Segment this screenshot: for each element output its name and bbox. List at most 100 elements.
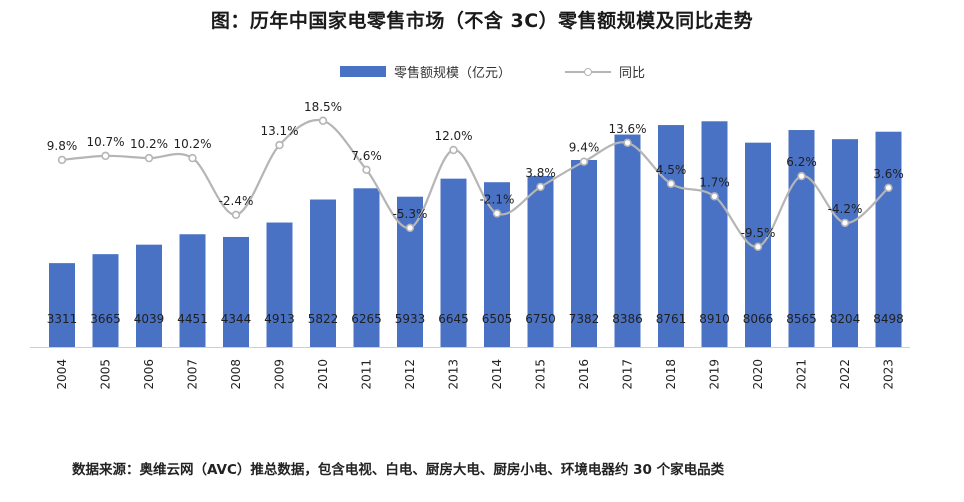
legend-swatch-line [565, 66, 611, 77]
bar-value-label: 8498 [873, 312, 904, 326]
bar [92, 254, 119, 347]
bar-value-label: 8565 [786, 312, 817, 326]
bar [788, 130, 815, 347]
chart-title: 图：历年中国家电零售市场（不含 3C）零售额规模及同比走势 [210, 10, 754, 32]
x-tick-label: 2023 [882, 359, 896, 390]
x-tick-label: 2019 [708, 359, 722, 390]
bar-value-label: 8386 [612, 312, 643, 326]
yoy-point [797, 171, 806, 181]
yoy-point [405, 223, 415, 233]
yoy-value-label: -5.3% [393, 207, 428, 221]
bar [614, 134, 641, 347]
yoy-point [318, 116, 328, 125]
bar-value-label: 5822 [308, 312, 339, 326]
yoy-value-label: 10.2% [130, 137, 168, 151]
x-tick-label: 2009 [273, 359, 287, 390]
yoy-value-label: 13.6% [608, 122, 646, 136]
yoy-point [101, 151, 110, 161]
yoy-value-label: 6.2% [786, 155, 817, 169]
yoy-value-label: 10.7% [86, 135, 124, 149]
yoy-value-label: 4.5% [656, 163, 687, 177]
bar [136, 244, 162, 347]
bar [353, 188, 380, 347]
bar [266, 222, 293, 347]
x-tick-label: 2017 [621, 359, 635, 390]
bar-value-label: 7382 [569, 312, 600, 326]
yoy-point [536, 182, 545, 192]
yoy-point [666, 179, 676, 188]
bar-value-label: 4039 [134, 312, 165, 326]
yoy-value-label: 13.1% [260, 124, 298, 138]
yoy-value-label: -4.2% [828, 202, 863, 216]
bar-value-label: 3311 [47, 312, 78, 326]
x-tick-label: 2016 [577, 359, 591, 390]
yoy-value-label: 7.6% [351, 149, 382, 163]
bar [658, 125, 684, 347]
legend-label-bar: 零售额规模（亿元） [394, 66, 512, 81]
bar-value-label: 6505 [482, 312, 513, 326]
yoy-point [710, 192, 719, 201]
data-source-note: 数据来源：奥维云网（AVC）推总数据，包含电视、白电、厨房大电、厨房小电、环境电… [72, 462, 725, 478]
x-tick-label: 2018 [664, 359, 678, 390]
x-tick-label: 2022 [838, 359, 852, 390]
bar-value-label: 6750 [525, 312, 556, 326]
yoy-value-label: 10.2% [173, 137, 211, 151]
bar-value-label: 4913 [264, 312, 295, 326]
bar-value-label: 4451 [177, 312, 208, 326]
yoy-point [144, 153, 154, 163]
yoy-value-label: -2.4% [219, 194, 254, 208]
yoy-point [492, 209, 502, 218]
bar [527, 176, 554, 347]
bar-value-label: 5933 [395, 312, 426, 326]
yoy-value-label: 1.7% [699, 175, 730, 189]
bar [875, 131, 902, 347]
legend-swatch-bar [340, 66, 386, 77]
yoy-point [753, 242, 763, 251]
bar-value-label: 8204 [830, 312, 861, 326]
x-tick-label: 2008 [229, 359, 243, 390]
yoy-value-label: 12.0% [434, 129, 472, 143]
bar [49, 263, 75, 347]
legend-item-bar: 零售额规模（亿元） [340, 62, 511, 81]
yoy-value-label: 3.8% [525, 166, 556, 180]
yoy-value-label: 9.8% [47, 139, 78, 153]
bar-value-label: 8910 [699, 312, 730, 326]
yoy-value-label: 18.5% [304, 100, 342, 114]
x-tick-label: 2007 [186, 359, 200, 390]
x-tick-label: 2021 [795, 359, 809, 390]
bar [832, 139, 858, 347]
chart-plot-area: 3311 3665 4039 4451 4344 4913 5822 6265 5933 6645… [30, 100, 910, 390]
bar [223, 236, 249, 347]
yoy-point [449, 145, 458, 155]
yoy-point [231, 210, 241, 220]
bar [701, 121, 728, 347]
yoy-value-label: -2.1% [480, 192, 515, 206]
yoy-point [275, 140, 284, 150]
bar-value-label: 3665 [90, 312, 121, 326]
bar-series [49, 121, 902, 347]
x-tick-label: 2012 [403, 359, 417, 390]
bar [571, 159, 597, 347]
legend-label-line: 同比 [619, 66, 646, 81]
bar-value-label: 6265 [351, 312, 382, 326]
x-tick-label: 2011 [360, 359, 374, 390]
yoy-value-label: 3.6% [873, 167, 904, 181]
yoy-value-label: -9.5% [741, 226, 776, 240]
x-tick-label: 2005 [99, 359, 113, 390]
bar-value-label: 8066 [743, 312, 774, 326]
yoy-point [57, 155, 67, 165]
yoy-value-label: 9.4% [569, 141, 600, 155]
x-tick-label: 2004 [55, 359, 69, 390]
legend-item-line: 同比 [565, 62, 645, 81]
yoy-point [884, 183, 893, 193]
yoy-point [579, 157, 589, 166]
bar [310, 199, 336, 347]
x-tick-label: 2010 [316, 359, 330, 390]
legend: 零售额规模（亿元） 同比 [0, 60, 964, 86]
x-tick-label: 2013 [447, 359, 461, 390]
x-tick-label: 2006 [142, 359, 156, 390]
bar-value-label: 6645 [438, 312, 469, 326]
bar [440, 178, 467, 347]
bar [179, 234, 206, 347]
x-tick-label: 2020 [751, 359, 765, 390]
